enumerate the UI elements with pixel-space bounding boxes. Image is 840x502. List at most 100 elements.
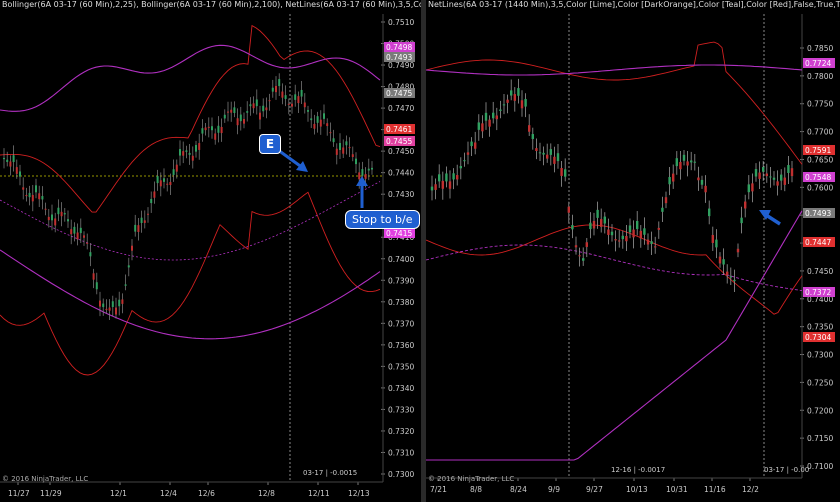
candle-body bbox=[636, 220, 639, 229]
candle-body bbox=[790, 168, 794, 177]
candle-body bbox=[227, 111, 229, 113]
candle-body bbox=[546, 154, 549, 159]
candle-body bbox=[252, 103, 255, 109]
y-axis-label: 0.7200 bbox=[807, 406, 833, 415]
y-axis-label: 0.7450 bbox=[388, 147, 414, 156]
price-badge bbox=[384, 124, 415, 134]
candle-body bbox=[147, 213, 149, 215]
candle-body bbox=[361, 169, 364, 176]
y-axis-label: 0.7430 bbox=[388, 190, 414, 199]
x-axis-label: 8/8 bbox=[470, 485, 482, 494]
candle-body bbox=[499, 109, 502, 111]
candle-body bbox=[31, 194, 34, 202]
candle-body bbox=[28, 192, 31, 198]
candle-body bbox=[736, 248, 740, 253]
candle-body bbox=[650, 241, 653, 244]
x-axis-label: 10/13 bbox=[626, 485, 648, 494]
candle-body bbox=[686, 161, 689, 166]
candle-body bbox=[628, 225, 632, 233]
price-badge bbox=[384, 42, 415, 52]
candle-body bbox=[9, 161, 12, 167]
candle-body bbox=[265, 107, 268, 111]
price-badge bbox=[803, 172, 835, 182]
right-indicator-header: NetLines(6A 03-17 (1440 Min),3,5,Color [… bbox=[428, 0, 840, 9]
candle-body bbox=[618, 240, 621, 242]
candle-body bbox=[246, 111, 249, 113]
y-axis-label: 0.7650 bbox=[807, 155, 833, 164]
candle-body bbox=[44, 208, 47, 210]
right-price-chart[interactable]: 0.78500.78000.77500.77000.76500.76000.75… bbox=[426, 0, 840, 502]
candle-body bbox=[646, 239, 650, 245]
bollinger-fast-lower bbox=[0, 191, 381, 376]
candle-body bbox=[191, 155, 194, 161]
candle-body bbox=[524, 98, 527, 107]
x-axis-label: 11/29 bbox=[40, 489, 62, 498]
candle-body bbox=[718, 256, 722, 264]
candle-body bbox=[335, 148, 338, 155]
y-axis-label: 0.7390 bbox=[388, 276, 414, 285]
x-axis-label: 12/11 bbox=[308, 489, 330, 498]
candle-body bbox=[316, 116, 319, 123]
price-badge bbox=[803, 208, 835, 218]
candle-body bbox=[614, 239, 617, 241]
candle-body bbox=[76, 232, 79, 240]
right-copyright: © 2016 NinjaTrader, LLC bbox=[428, 475, 515, 483]
price-badge bbox=[803, 237, 835, 247]
panel-divider[interactable] bbox=[421, 0, 426, 502]
y-axis-label: 0.7360 bbox=[388, 341, 414, 350]
candle-body bbox=[351, 154, 354, 158]
candle-body bbox=[672, 173, 675, 182]
candle-body bbox=[367, 168, 370, 171]
candle-body bbox=[726, 271, 729, 275]
price-badge bbox=[803, 145, 835, 155]
candle-body bbox=[690, 160, 693, 163]
candle-body bbox=[582, 258, 585, 261]
candle-body bbox=[697, 177, 700, 181]
candle-body bbox=[780, 174, 783, 181]
candle-body bbox=[204, 127, 207, 131]
x-axis-label: 12/2 bbox=[742, 485, 759, 494]
candle-body bbox=[607, 229, 610, 235]
left-price-chart[interactable]: 0.75100.75000.74900.74800.74700.74600.74… bbox=[0, 0, 421, 502]
x-axis-label: 12/4 bbox=[160, 489, 177, 498]
candle-body bbox=[430, 186, 434, 191]
candle-body bbox=[207, 126, 210, 128]
candle-body bbox=[108, 307, 111, 311]
candle-body bbox=[86, 242, 89, 244]
entry-callout: E bbox=[259, 134, 281, 154]
candle-body bbox=[708, 208, 711, 217]
y-axis-label: 0.7340 bbox=[388, 384, 414, 393]
candle-body bbox=[332, 138, 335, 143]
candle-body bbox=[195, 144, 197, 152]
bollinger-slow-lower bbox=[0, 249, 381, 340]
price-badge-text: 0.7372 bbox=[805, 288, 831, 297]
left-chart-panel[interactable]: 0.75100.75000.74900.74800.74700.74600.74… bbox=[0, 0, 421, 502]
candle-body bbox=[528, 125, 531, 132]
candle-body bbox=[281, 91, 284, 98]
candle-body bbox=[589, 222, 592, 230]
y-axis-label: 0.7510 bbox=[388, 18, 414, 27]
candle-body bbox=[459, 166, 462, 169]
candle-body bbox=[502, 104, 506, 106]
candle-body bbox=[300, 89, 303, 97]
candle-body bbox=[463, 160, 466, 162]
candle-body bbox=[495, 115, 498, 120]
candle-body bbox=[67, 219, 69, 222]
right-chart-panel[interactable]: 0.78500.78000.77500.77000.76500.76000.75… bbox=[426, 0, 840, 502]
price-badge-text: 0.7548 bbox=[805, 173, 831, 182]
candle-body bbox=[249, 104, 252, 107]
y-axis-label: 0.7700 bbox=[807, 128, 833, 137]
candle-body bbox=[313, 123, 316, 129]
candle-body bbox=[654, 246, 657, 248]
x-axis-label: 12/8 bbox=[258, 489, 275, 498]
candle-body bbox=[740, 217, 743, 224]
candle-body bbox=[492, 112, 495, 119]
candle-body bbox=[319, 119, 322, 127]
candle-body bbox=[531, 134, 534, 139]
candle-body bbox=[625, 235, 628, 242]
candle-body bbox=[159, 180, 162, 187]
price-badge bbox=[384, 52, 415, 62]
candle-body bbox=[201, 128, 204, 134]
y-axis-label: 0.7400 bbox=[807, 295, 833, 304]
candle-body bbox=[19, 171, 21, 177]
